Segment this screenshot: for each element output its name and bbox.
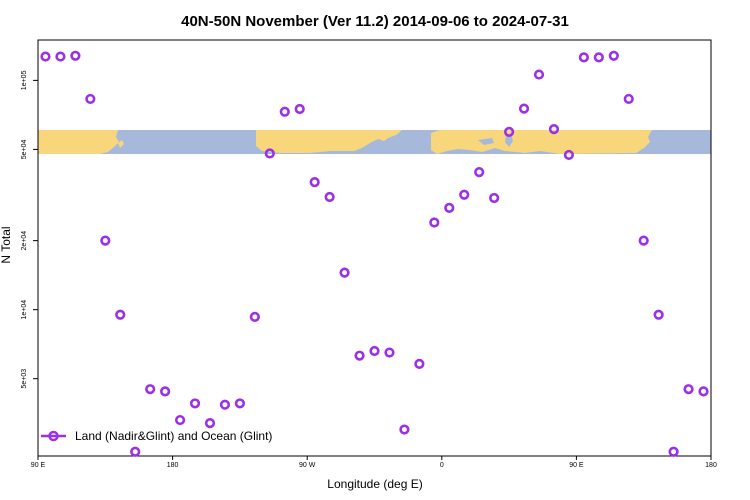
legend-marker [48,430,59,442]
data-point [414,358,425,369]
data-point [130,446,141,457]
data-point [474,167,485,178]
x-axis: 90 E 180 90 W 0 90 E 180 [31,456,717,469]
land-japan [118,140,124,148]
x-tick-label: 90 E [569,462,584,469]
data-point [593,52,604,63]
data-point [145,384,156,395]
y-axis: 5e+03 1e+04 2e+04 5e+04 1e+05 [21,70,38,389]
data-point [369,345,380,357]
x-tick-label: 0 [440,462,444,469]
data-point [518,103,530,114]
data-point [264,148,275,159]
data-point [279,106,290,117]
data-point [219,399,231,410]
legend-label: Land (Nadir&Glint) and Ocean (Glint) [75,429,272,443]
data-point [429,217,440,228]
data-point [384,347,395,358]
x-axis-label: Longitude (deg E) [327,477,422,491]
x-tick-label: 90 W [299,462,316,469]
plot-frame [37,39,712,457]
data-point [444,202,455,213]
chart-title: 40N-50N November (Ver 11.2) 2014-09-06 t… [181,13,569,30]
data-point [339,267,350,278]
data-point [608,50,619,61]
data-point [563,149,575,161]
data-point [504,126,515,138]
land-north-america [256,130,402,153]
y-tick-label: 2e+04 [21,231,28,251]
data-point [399,424,410,435]
data-point [174,414,186,426]
data-point [698,386,709,397]
data-point [40,51,51,62]
data-point [533,69,545,80]
data-point [489,192,500,204]
data-point [459,189,470,200]
y-tick-label: 5e+03 [21,369,28,389]
x-tick-label: 180 [705,462,717,469]
data-point [638,235,649,246]
y-tick-label: 5e+04 [21,139,28,159]
land-black-sea [478,138,494,145]
data-point [204,418,216,429]
data-point [653,309,664,320]
data-point [668,446,679,457]
y-axis-label: N Total [0,226,13,263]
data-point [578,52,589,63]
data-point [189,398,201,409]
data-point [55,51,66,62]
data-point [249,311,260,322]
land-asia [38,130,119,154]
data-point [160,386,171,397]
data-point [70,50,81,61]
y-tick-label: 1e+05 [21,70,28,90]
data-point [115,309,126,320]
data-series [40,50,709,457]
land-eurasia [431,130,652,154]
land-caspian [505,134,513,147]
world-map-band [38,130,711,154]
data-point [354,350,365,361]
data-point [548,124,560,135]
x-tick-label: 180 [167,462,179,469]
data-point [623,93,634,105]
data-point [324,191,335,203]
data-point [234,398,245,409]
y-tick-label: 1e+04 [21,300,28,320]
x-tick-label: 90 E [31,462,46,469]
data-point [85,93,96,105]
data-point [309,177,320,188]
data-point [683,384,694,395]
data-point [100,235,111,246]
data-point [294,103,305,115]
legend: Land (Nadir&Glint) and Ocean (Glint) [41,429,272,443]
